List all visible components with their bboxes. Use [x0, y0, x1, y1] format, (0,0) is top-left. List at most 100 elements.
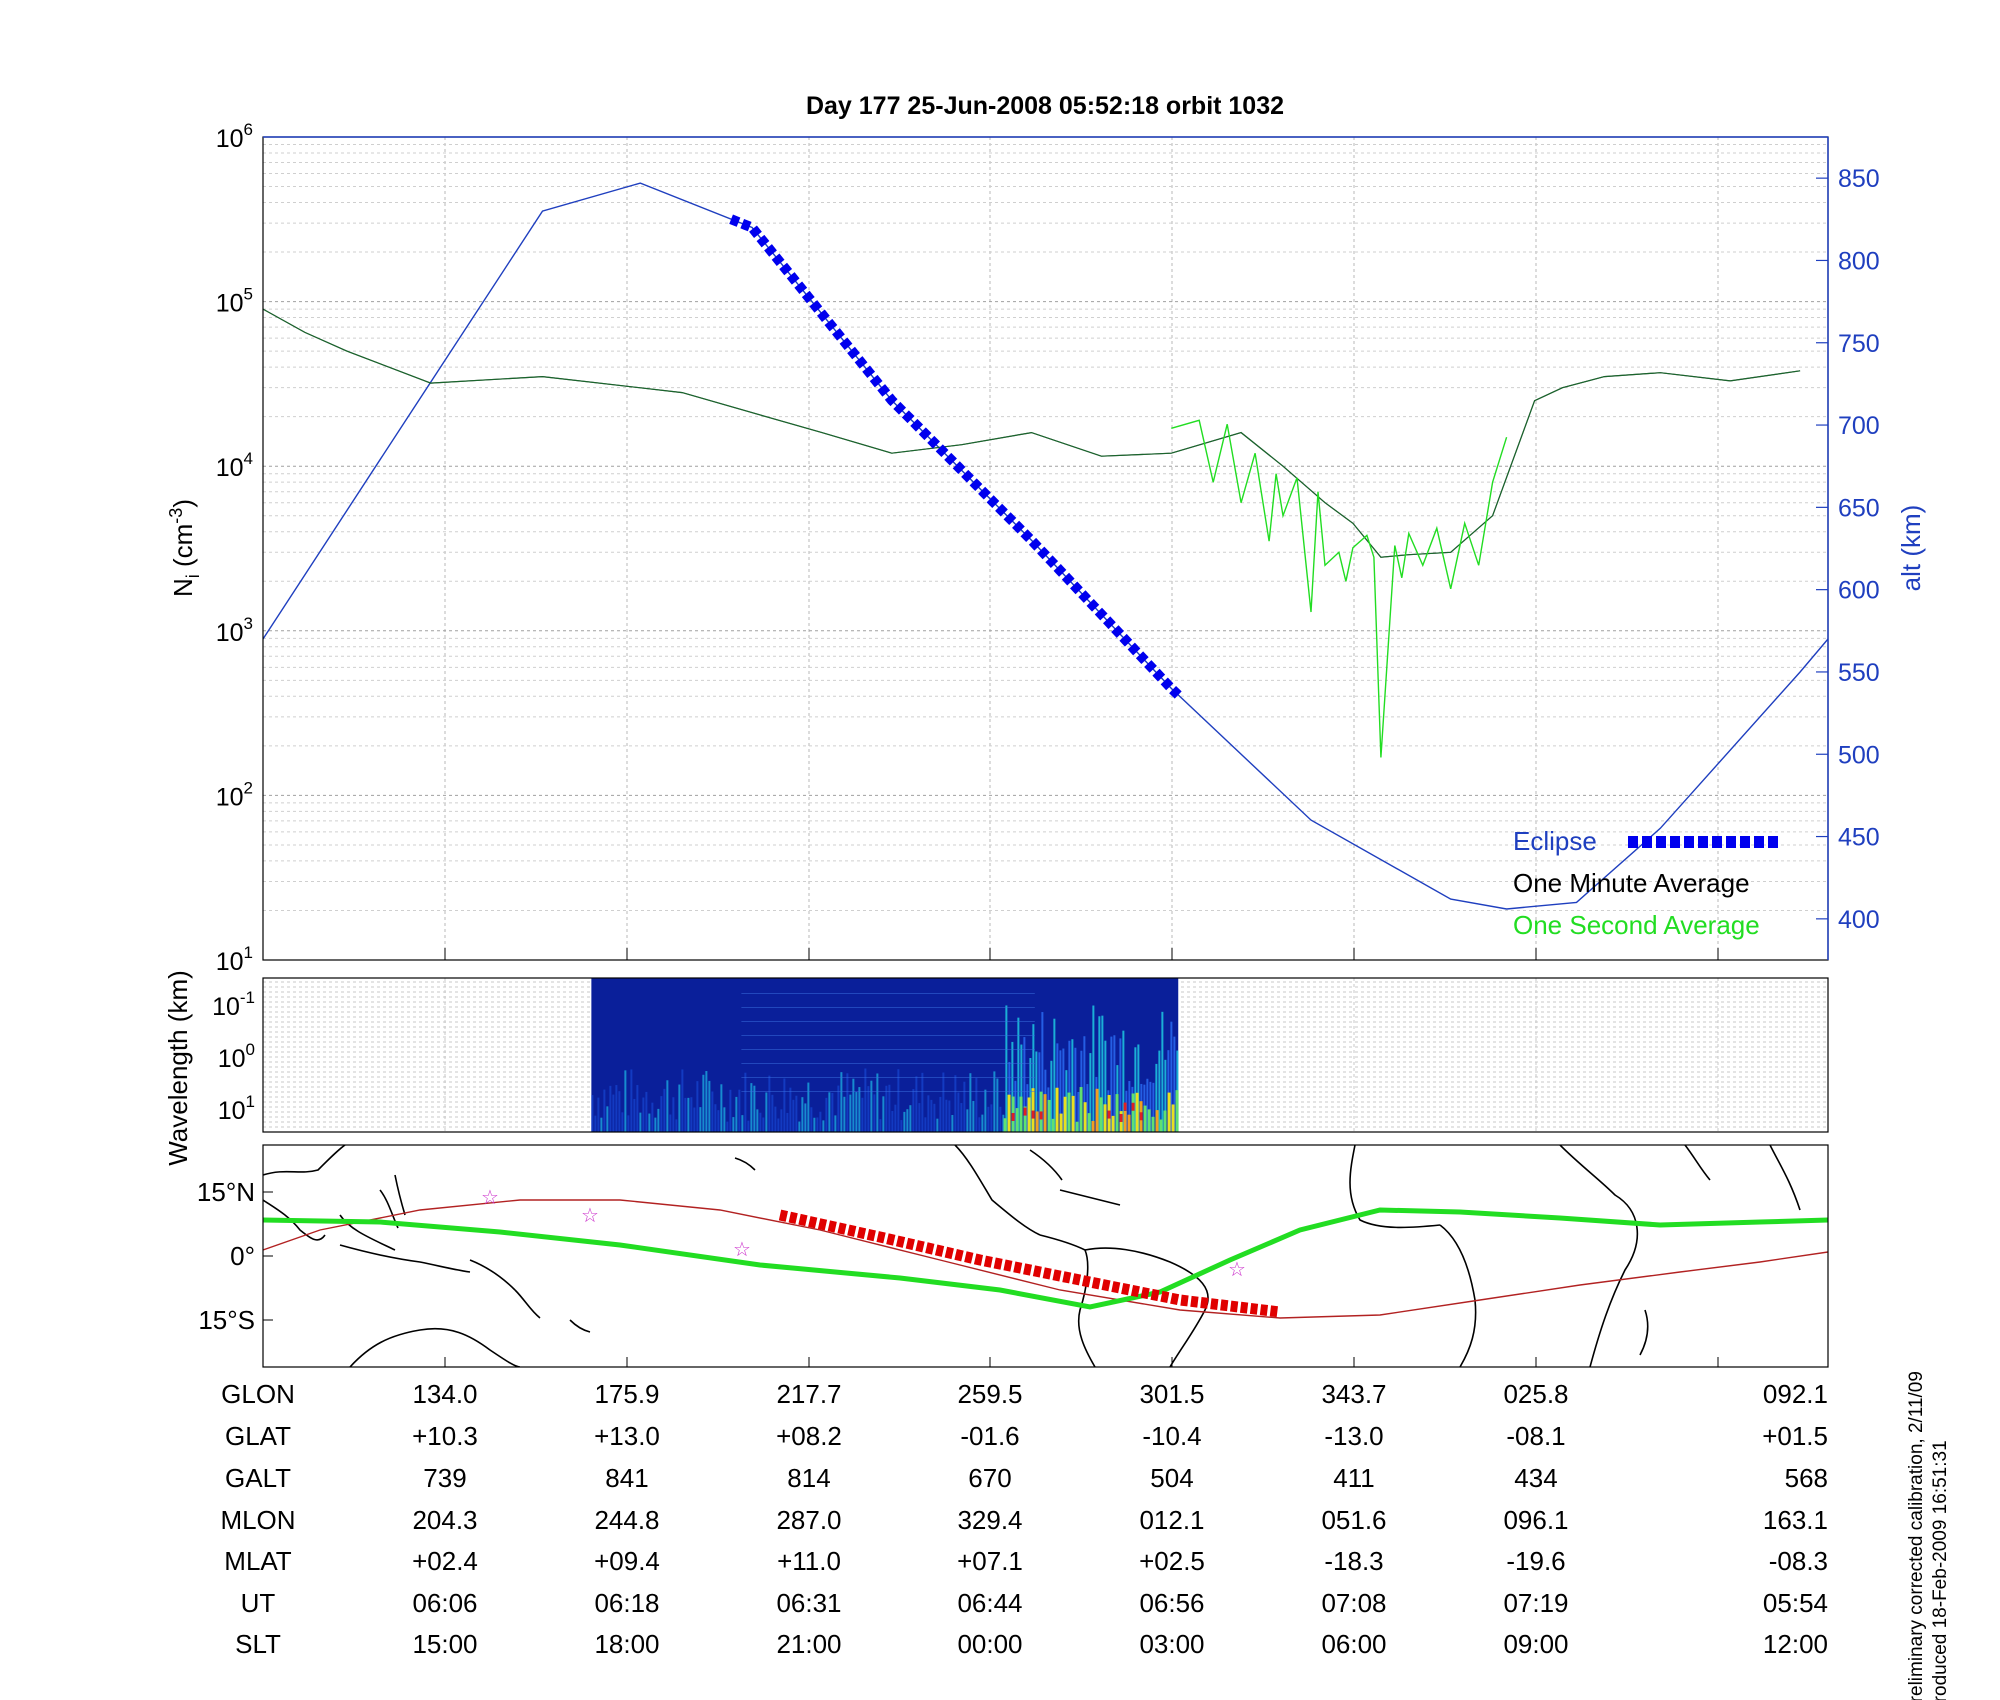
spectro-streak	[750, 1083, 753, 1132]
density-tick-exp: 1	[244, 943, 253, 962]
spectro-streak	[777, 1118, 780, 1132]
star-marker: ☆	[733, 1239, 751, 1261]
altitude-tick-label: 450	[1838, 824, 1880, 852]
density-tick-base: 10	[216, 454, 244, 482]
spectro-streak	[681, 1069, 684, 1132]
spectro-streak	[714, 1104, 717, 1132]
table-cell: 504	[1150, 1463, 1193, 1493]
spectro-hotspot	[1075, 1121, 1079, 1132]
coast-asia-mainland	[263, 1199, 326, 1241]
density-tick-base: 10	[216, 783, 244, 811]
spectro-streak	[933, 1103, 936, 1132]
spectro-streak	[663, 1088, 666, 1132]
spectro-streak	[1005, 1005, 1008, 1132]
spectro-streak	[705, 1071, 708, 1132]
spectro-streak	[1074, 1047, 1077, 1132]
spectro-streak	[618, 1091, 621, 1132]
spectro-streak	[834, 1115, 837, 1132]
table-cell: -13.0	[1324, 1421, 1383, 1451]
spectro-streak	[666, 1080, 669, 1132]
spectro-streak	[609, 1085, 612, 1132]
spectro-streak	[621, 1112, 624, 1132]
lat-tick-15s: 15°S	[198, 1305, 255, 1335]
spectro-streak	[627, 1115, 630, 1132]
spectro-streak	[1161, 1011, 1164, 1132]
ylabel-main: N	[168, 578, 198, 597]
table-cell: 096.1	[1503, 1505, 1568, 1535]
wavelength-tick-base: 10	[212, 993, 240, 1021]
spectro-streak	[825, 1097, 828, 1132]
spectro-hotspot	[1067, 1092, 1071, 1132]
table-cell: 092.1	[1763, 1379, 1828, 1409]
orbit-parameter-table: GLON GLAT GALT MLON MLAT UT SLT 134.0 +10.3 739 20…	[220, 1379, 1828, 1659]
table-cell: +08.2	[776, 1421, 842, 1451]
spectro-streak	[810, 1107, 813, 1132]
spectro-streak	[630, 1069, 633, 1132]
table-cell: +02.4	[412, 1546, 478, 1576]
spectro-streak	[657, 1108, 660, 1132]
spectro-streak	[957, 1092, 960, 1132]
coast-south-america-west	[1039, 1234, 1096, 1367]
map-frame	[262, 1144, 1829, 1368]
table-cell: 329.4	[957, 1505, 1022, 1535]
spectro-streak	[744, 1072, 747, 1132]
spectro-streak	[612, 1094, 615, 1132]
table-cell: 06:56	[1139, 1588, 1204, 1618]
density-tick-exp: 2	[244, 778, 253, 797]
spectro-hotspot	[1159, 1119, 1163, 1132]
spectro-hotspot	[1023, 1106, 1027, 1132]
spectro-streak	[798, 1121, 801, 1132]
spectro-hotspot	[1083, 1102, 1087, 1132]
spectro-hotspot	[1099, 1097, 1103, 1132]
spectro-streak	[1050, 1060, 1053, 1132]
altitude-tick-label: 600	[1838, 577, 1880, 605]
altitude-tick-label: 800	[1838, 247, 1880, 275]
spectro-streak	[708, 1080, 711, 1132]
one-minute-green-overlay	[263, 308, 1801, 558]
spectro-streak	[1059, 1050, 1062, 1132]
coast-philippines-east	[394, 1174, 406, 1216]
spectro-streak	[756, 1109, 759, 1132]
spectro-streak	[1053, 1018, 1056, 1132]
spectro-streak	[822, 1120, 825, 1132]
table-cell: 217.7	[776, 1379, 841, 1409]
spectro-streak	[1077, 1091, 1080, 1132]
spectro-streak	[780, 1109, 783, 1132]
density-tick-label: 102	[216, 778, 253, 811]
spectro-streak	[1026, 1084, 1029, 1132]
density-tick-base: 10	[216, 125, 244, 153]
spectro-streak	[999, 1106, 1002, 1132]
coast-south-america-east	[1084, 1247, 1209, 1367]
spectro-streak	[738, 1089, 741, 1132]
spectrogram-frame	[262, 977, 1829, 1133]
table-cell: 568	[1785, 1463, 1828, 1493]
spectro-line	[741, 1049, 1035, 1050]
table-cell: 03:00	[1139, 1629, 1204, 1659]
spectro-streak	[1113, 1035, 1116, 1132]
footer-calibration-note: Preliminary corrected calibration, 2/11/…	[1906, 1371, 1927, 1700]
table-cell: 05:54	[1763, 1588, 1828, 1618]
table-cell: 12:00	[1763, 1629, 1828, 1659]
spectro-streak	[840, 1072, 843, 1132]
spectro-streak	[1062, 1048, 1065, 1132]
coast-gulf	[1029, 1149, 1063, 1181]
spectro-streak	[828, 1092, 831, 1132]
legend: Eclipse One Minute Average One Second Av…	[1513, 826, 1780, 940]
spectro-hotspot	[1167, 1092, 1171, 1132]
table-cell: -08.1	[1506, 1421, 1565, 1451]
coast-asia-north	[263, 1145, 346, 1176]
spectro-hotspot	[1127, 1114, 1131, 1132]
ylabel-unit-close: )	[168, 499, 198, 508]
spectro-peak	[1123, 1102, 1127, 1111]
spectro-streak	[753, 1085, 756, 1132]
spectro-streak	[699, 1107, 702, 1132]
spectro-streak	[762, 1117, 765, 1132]
table-cell: 287.0	[776, 1505, 841, 1535]
density-tick-label: 104	[216, 449, 253, 482]
spectro-hotspot	[1007, 1094, 1011, 1132]
spectro-streak	[864, 1068, 867, 1132]
table-cell: +02.5	[1139, 1546, 1205, 1576]
spectro-streak	[723, 1107, 726, 1132]
spectro-peak	[1119, 1113, 1123, 1122]
